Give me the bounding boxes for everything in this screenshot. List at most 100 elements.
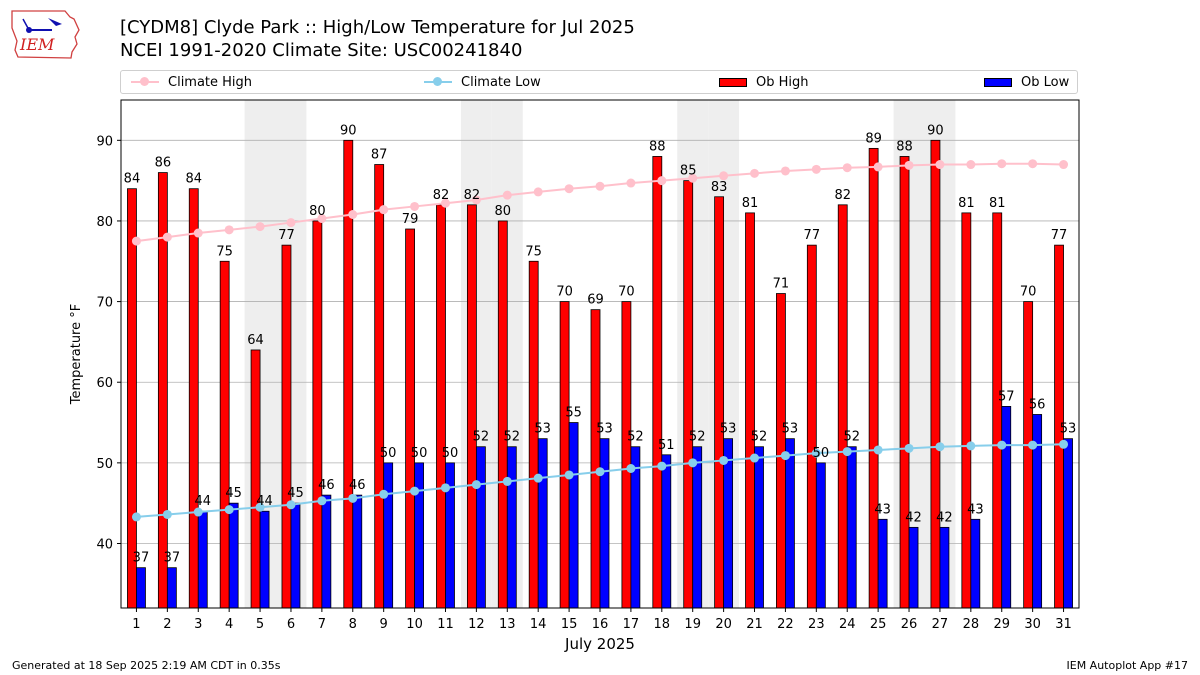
- climate-high-point-23: [811, 164, 821, 174]
- climate-low-point-4: [224, 505, 234, 515]
- y-tick-label-80: 80: [96, 215, 113, 230]
- ob-low-label-5: 44: [256, 494, 273, 509]
- ob-high-label-11: 82: [433, 188, 450, 203]
- ob-low-label-11: 50: [442, 446, 459, 461]
- climate-high-point-28: [966, 160, 976, 170]
- ob-low-label-23: 50: [813, 446, 830, 461]
- climate-low-point-20: [719, 455, 729, 465]
- ob-high-label-6: 77: [278, 228, 295, 243]
- climate-low-point-30: [1028, 440, 1038, 450]
- ob-low-label-10: 50: [411, 446, 428, 461]
- ob-low-bar-22: [785, 438, 795, 609]
- x-tick-label-27: 27: [932, 617, 949, 632]
- ob-low-bar-21: [754, 446, 764, 609]
- climate-high-point-25: [873, 162, 883, 172]
- y-tick-label-70: 70: [96, 296, 113, 311]
- legend-ob-high-label: Ob High: [756, 74, 809, 90]
- ob-high-bar-22: [776, 293, 786, 609]
- ob-low-label-20: 53: [720, 422, 737, 437]
- ob-low-bar-26: [908, 526, 919, 609]
- climate-high-point-6: [286, 218, 296, 228]
- x-tick-label-28: 28: [963, 617, 980, 632]
- ob-low-bar-6: [290, 502, 301, 609]
- climate-high-point-2: [162, 232, 172, 242]
- x-tick-label-1: 1: [132, 617, 140, 632]
- ob-high-label-17: 70: [618, 285, 635, 300]
- ob-high-label-28: 81: [958, 196, 975, 211]
- app-label: IEM Autoplot App #17: [1066, 659, 1189, 672]
- y-tick-label-60: 60: [96, 376, 113, 391]
- legend-ob-low-label: Ob Low: [1021, 74, 1070, 90]
- ob-low-bar-15: [568, 422, 579, 609]
- ob-low-label-30: 56: [1029, 397, 1046, 412]
- ob-high-bar-5: [250, 349, 261, 609]
- ob-high-label-20: 83: [711, 180, 728, 195]
- legend-ob-high: Ob High: [719, 71, 809, 93]
- ob-high-label-7: 80: [309, 204, 326, 219]
- x-axis-label: July 2025: [564, 635, 635, 653]
- x-tick-label-10: 10: [406, 617, 423, 632]
- ob-high-bar-6: [281, 244, 292, 609]
- legend-climate-high: Climate High: [131, 71, 252, 93]
- x-tick-label-24: 24: [839, 617, 856, 632]
- climate-low-point-16: [595, 467, 605, 477]
- climate-high-point-3: [193, 228, 203, 238]
- ob-high-bar-16: [590, 309, 601, 609]
- climate-high-point-4: [224, 225, 234, 235]
- climate-low-point-29: [997, 440, 1007, 450]
- x-tick-label-29: 29: [993, 617, 1010, 632]
- ob-low-label-8: 46: [349, 478, 366, 493]
- x-tick-label-19: 19: [684, 617, 701, 632]
- ob-low-label-18: 51: [658, 438, 675, 453]
- ob-low-label-13: 52: [504, 430, 521, 445]
- ob-high-bar-3: [188, 188, 199, 609]
- ob-high-bar-27: [930, 139, 941, 609]
- climate-low-point-14: [533, 473, 543, 483]
- ob-high-label-12: 82: [464, 188, 481, 203]
- climate-high-point-1: [131, 236, 141, 246]
- climate-low-point-27: [935, 442, 945, 452]
- ob-high-bar-7: [312, 220, 323, 609]
- ob-low-bar-24: [846, 446, 857, 609]
- x-tick-label-16: 16: [592, 617, 609, 632]
- climate-low-point-15: [564, 470, 574, 480]
- ob-high-label-1: 84: [124, 172, 141, 187]
- ob-low-bar-14: [537, 438, 548, 609]
- iowa-outline-icon: [11, 10, 80, 59]
- ob-low-label-27: 42: [936, 510, 953, 525]
- y-tick-label-40: 40: [96, 537, 113, 552]
- ob-high-bar-20: [714, 196, 725, 609]
- climate-low-point-2: [162, 509, 172, 519]
- ob-high-bar-28: [961, 212, 972, 609]
- ob-high-label-16: 69: [587, 293, 604, 308]
- ob-high-bar-23: [806, 244, 817, 609]
- climate-low-point-17: [626, 464, 636, 474]
- climate-low-point-12: [471, 480, 481, 490]
- climate-high-point-26: [904, 160, 914, 170]
- ob-low-bar-12: [475, 446, 486, 609]
- iem-logo: IEM: [11, 10, 80, 59]
- ob-low-label-19: 52: [689, 430, 706, 445]
- x-tick-label-31: 31: [1055, 617, 1072, 632]
- ob-low-bar-31: [1063, 438, 1073, 609]
- ob-low-label-6: 45: [287, 486, 304, 501]
- climate-low-point-21: [750, 453, 760, 463]
- x-tick-label-7: 7: [318, 617, 326, 632]
- ob-low-bar-13: [506, 446, 517, 609]
- ob-low-label-17: 52: [627, 430, 644, 445]
- ob-low-label-3: 44: [194, 494, 211, 509]
- climate-low-point-13: [502, 476, 512, 486]
- ob-low-label-25: 43: [874, 502, 891, 517]
- climate-low-point-18: [657, 461, 667, 471]
- ob-high-bar-21: [745, 212, 755, 609]
- ob-high-bar-15: [559, 301, 570, 609]
- logo-text: IEM: [19, 35, 55, 54]
- ob-high-bar-4: [219, 260, 230, 609]
- ob-low-bar-3: [197, 510, 208, 609]
- ob-high-label-9: 87: [371, 148, 388, 163]
- legend-climate-low-label: Climate Low: [461, 74, 541, 90]
- climate-low-point-9: [379, 489, 389, 499]
- climate-high-point-16: [595, 181, 605, 191]
- climate-low-point-7: [317, 496, 327, 506]
- x-tick-label-5: 5: [256, 617, 264, 632]
